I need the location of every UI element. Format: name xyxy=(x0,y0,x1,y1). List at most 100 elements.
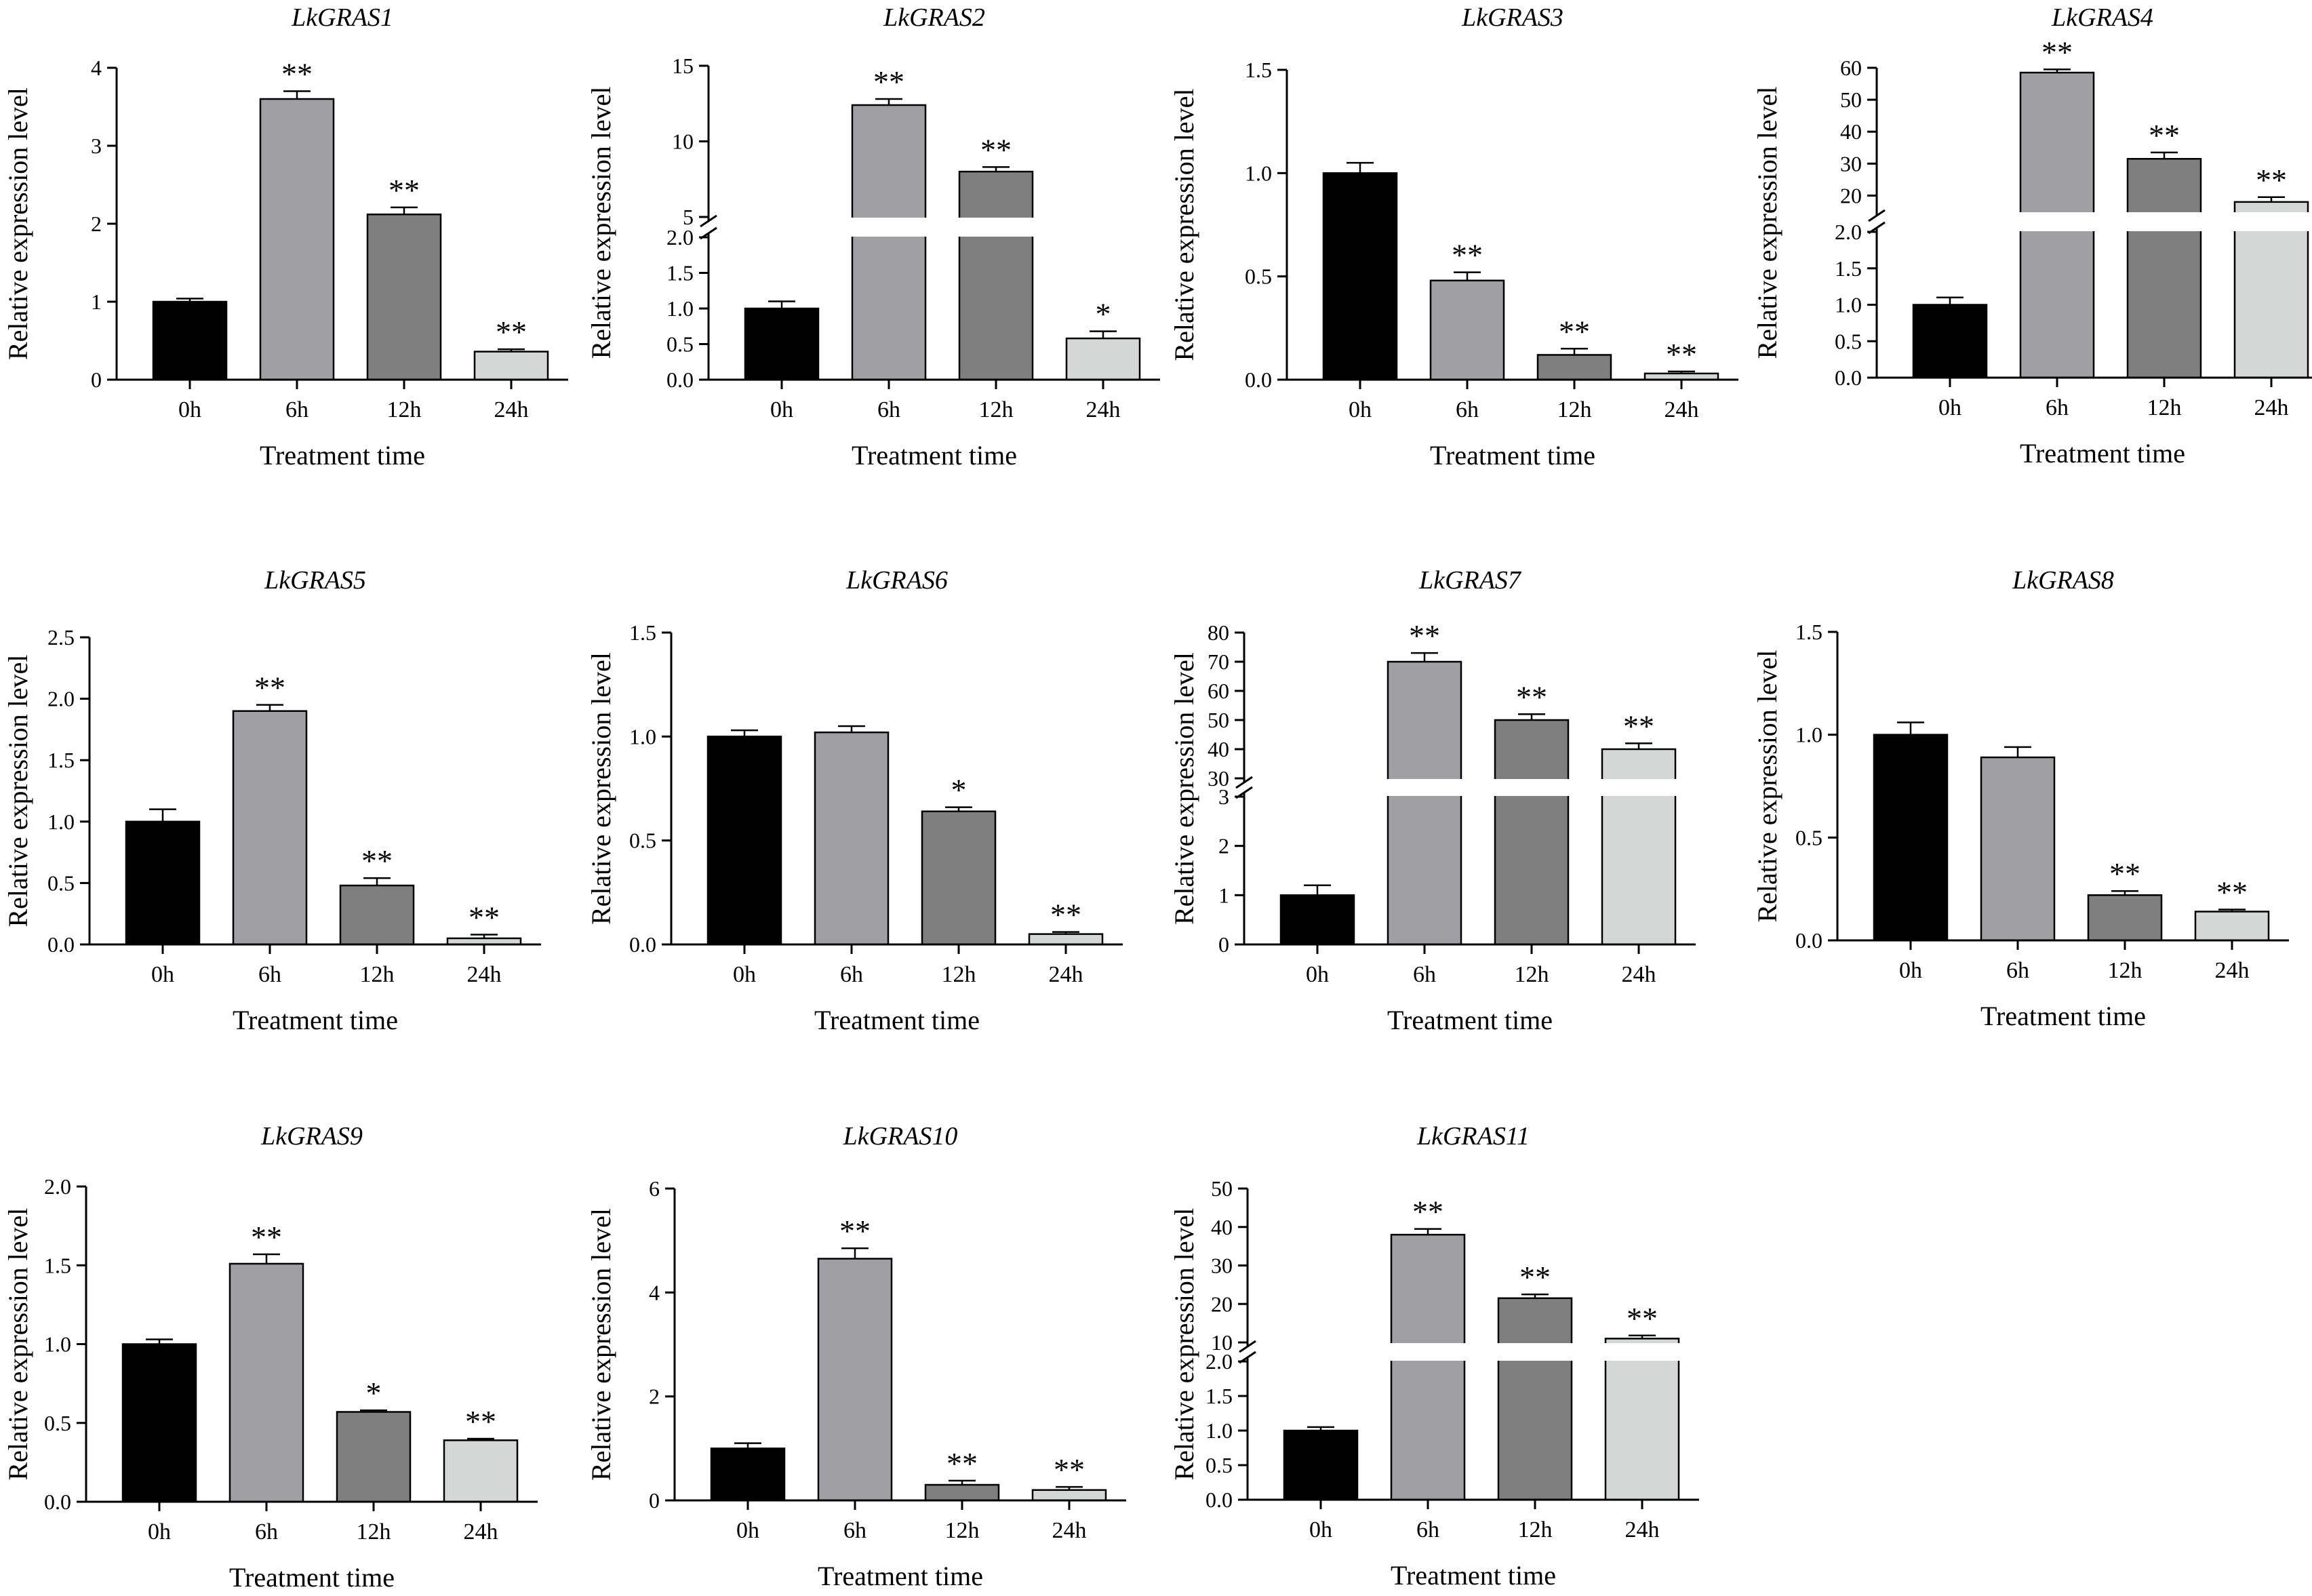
y-tick-label: 0.5 xyxy=(666,332,694,357)
bar-6h xyxy=(1387,660,1462,946)
chart-panel-LkGRAS2: LkGRAS2 ** ** * 0.0 0.5 1.0 1.5 2.0 5 10 15 0h 6h 12h 2… xyxy=(583,0,1167,488)
y-tick-label: 0.0 xyxy=(1795,928,1822,953)
y-tick-label: 0 xyxy=(91,367,102,392)
y-tick-label: 10 xyxy=(1211,1330,1233,1355)
x-tick-label: 6h xyxy=(2006,958,2029,983)
y-tick-label: 0.5 xyxy=(1205,1453,1233,1477)
y-tick-label: 1.0 xyxy=(629,724,656,749)
x-tick-label: 12h xyxy=(2108,958,2142,983)
bar-24h xyxy=(1031,1489,1107,1502)
y-tick-label: 40 xyxy=(1211,1215,1233,1239)
x-tick-label: 0h xyxy=(1306,962,1329,987)
y-axis-label: Relative expression level xyxy=(586,1208,616,1481)
chart-svg: LkGRAS3 ** ** ** 0.0 0.5 1.0 1.5 0h 6h 12h 24h Treat… xyxy=(1169,3,1738,471)
significance-mark: ** xyxy=(469,900,500,935)
bar-6h xyxy=(232,710,308,946)
axis-break-mark xyxy=(1235,776,1253,789)
chart-title: LkGRAS2 xyxy=(883,3,985,32)
bar-12h xyxy=(2087,894,2163,942)
axis-break-gap xyxy=(1268,1343,1706,1361)
bar-6h xyxy=(259,98,335,381)
y-tick-label: 1.0 xyxy=(666,296,694,321)
y-axis-label: Relative expression level xyxy=(3,654,33,927)
x-tick-label: 6h xyxy=(843,1518,866,1543)
bar-0h xyxy=(1873,734,1949,942)
bar-24h xyxy=(443,1439,519,1503)
bar-12h xyxy=(339,884,415,946)
y-tick-label: 60 xyxy=(1840,56,1862,80)
y-tick-label: 20 xyxy=(1840,183,1862,207)
y-tick-label: 1.5 xyxy=(47,748,75,772)
significance-mark: ** xyxy=(361,843,393,878)
significance-mark: ** xyxy=(2216,875,2248,910)
x-tick-label: 6h xyxy=(255,1519,278,1544)
bar-0h xyxy=(121,1343,197,1503)
axis-break-gap xyxy=(1897,212,2312,231)
y-tick-label: 0.5 xyxy=(47,871,75,895)
significance-mark: ** xyxy=(388,173,420,207)
significance-mark: ** xyxy=(1409,618,1440,653)
x-tick-label: 24h xyxy=(464,1519,498,1544)
y-tick-label: 0.0 xyxy=(1205,1488,1233,1512)
chart-title: LkGRAS8 xyxy=(2012,566,2114,595)
bar-12h xyxy=(1497,1297,1573,1501)
x-axis-label: Treatment time xyxy=(814,1005,980,1035)
x-tick-label: 6h xyxy=(285,397,308,422)
bar-0h xyxy=(1322,172,1398,381)
axis-break-mark xyxy=(1239,1340,1256,1353)
x-tick-label: 12h xyxy=(945,1518,980,1543)
chart-panel-LkGRAS5: LkGRAS5 ** ** ** 0.0 0.5 1.0 1.5 2.0 2.5 0h 6h 12h 24… xyxy=(0,563,583,1051)
bar-24h xyxy=(1604,1338,1680,1501)
y-tick-label: 0.0 xyxy=(47,932,75,957)
y-tick-label: 2.0 xyxy=(666,225,694,250)
chart-svg: LkGRAS8 ** ** 0.0 0.5 1.0 1.5 0h 6h 12h 24h Treatme… xyxy=(1752,566,2289,1031)
x-tick-label: 12h xyxy=(357,1519,391,1544)
x-axis-label: Treatment time xyxy=(233,1005,398,1035)
bar-0h xyxy=(152,300,228,381)
x-axis-label: Treatment time xyxy=(852,440,1017,471)
chart-svg: LkGRAS11 ** ** ** 0.0 0.5 1.0 1.5 2.010 20 30 40 50 0… xyxy=(1169,1122,1706,1591)
bar-24h xyxy=(1065,337,1141,381)
y-axis-label: Relative expression level xyxy=(1752,650,1782,922)
significance-mark: ** xyxy=(251,1220,282,1254)
y-tick-label: 1 xyxy=(1218,883,1229,907)
y-tick-label: 4 xyxy=(649,1280,660,1304)
y-tick-label: 2.0 xyxy=(1205,1349,1233,1374)
bar-24h xyxy=(2194,911,2270,942)
y-tick-label: 50 xyxy=(1211,1176,1233,1201)
y-tick-label: 1.0 xyxy=(1835,293,1862,317)
y-tick-label: 0.5 xyxy=(629,829,656,853)
y-tick-label: 60 xyxy=(1208,679,1229,703)
bar-0h xyxy=(1279,894,1355,946)
x-axis-label: Treatment time xyxy=(2020,438,2185,468)
axis-break-gap xyxy=(729,218,1167,237)
x-tick-label: 0h xyxy=(1309,1517,1332,1542)
x-tick-label: 6h xyxy=(877,397,900,422)
bar-12h xyxy=(2126,158,2202,379)
x-axis-label: Treatment time xyxy=(1430,440,1595,471)
bar-24h xyxy=(1028,933,1104,946)
x-tick-label: 0h xyxy=(733,962,756,987)
chart-panel-LkGRAS10: LkGRAS10 ** ** ** 0 2 4 6 0h 6h 12h 24h Treatment ti… xyxy=(583,1119,1166,1596)
y-tick-label: 0.5 xyxy=(1795,825,1822,850)
x-tick-label: 24h xyxy=(2215,958,2250,983)
x-tick-label: 12h xyxy=(942,962,976,987)
significance-mark: ** xyxy=(2256,163,2287,197)
bar-6h xyxy=(817,1258,893,1502)
x-axis-label: Treatment time xyxy=(1980,1001,2146,1031)
y-tick-label: 15 xyxy=(672,54,694,78)
x-tick-label: 12h xyxy=(1557,397,1592,422)
x-axis-label: Treatment time xyxy=(1387,1005,1553,1035)
x-axis-label: Treatment time xyxy=(818,1561,983,1591)
significance-mark: ** xyxy=(873,64,904,99)
bar-0h xyxy=(744,307,820,381)
y-axis-label: Relative expression level xyxy=(1752,86,1782,359)
chart-title: LkGRAS1 xyxy=(291,3,393,32)
chart-panel-LkGRAS11: LkGRAS11 ** ** ** 0.0 0.5 1.0 1.5 2.0 10 20 30 40 50 0… xyxy=(1166,1119,1749,1596)
y-tick-label: 1.0 xyxy=(47,810,75,834)
y-tick-label: 40 xyxy=(1840,119,1862,144)
x-tick-label: 12h xyxy=(979,397,1014,422)
y-tick-label: 1.5 xyxy=(1795,620,1822,644)
y-tick-label: 0.0 xyxy=(666,367,694,392)
bar-6h xyxy=(1429,279,1505,381)
